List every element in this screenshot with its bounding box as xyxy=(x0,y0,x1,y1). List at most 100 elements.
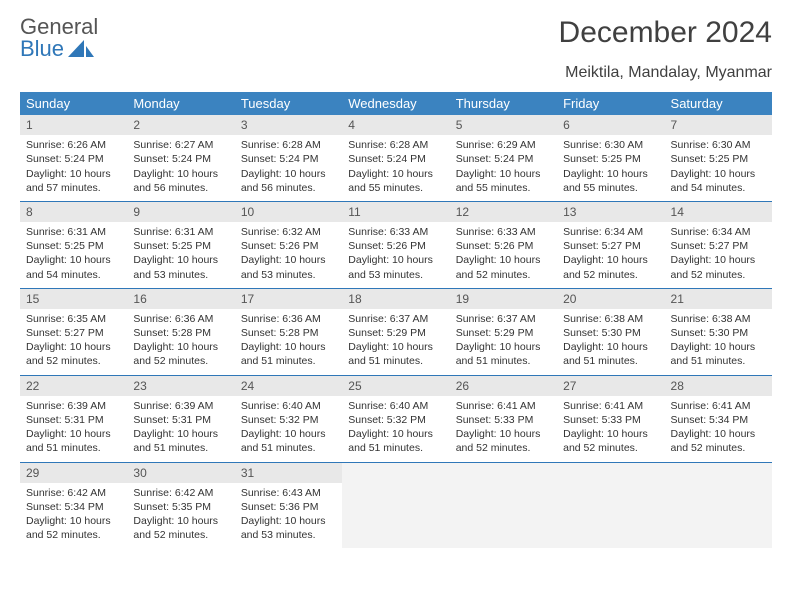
daylight-line: Daylight: 10 hours and 52 minutes. xyxy=(26,340,121,368)
calendar-cell: 26Sunrise: 6:41 AMSunset: 5:33 PMDayligh… xyxy=(450,375,557,462)
calendar-cell: 21Sunrise: 6:38 AMSunset: 5:30 PMDayligh… xyxy=(665,288,772,375)
day-body: Sunrise: 6:34 AMSunset: 5:27 PMDaylight:… xyxy=(557,222,664,288)
calendar-cell: 20Sunrise: 6:38 AMSunset: 5:30 PMDayligh… xyxy=(557,288,664,375)
day-body: Sunrise: 6:35 AMSunset: 5:27 PMDaylight:… xyxy=(20,309,127,375)
daylight-line: Daylight: 10 hours and 54 minutes. xyxy=(26,253,121,281)
day-body: Sunrise: 6:39 AMSunset: 5:31 PMDaylight:… xyxy=(20,396,127,462)
day-number: 20 xyxy=(557,289,664,309)
day-number: 31 xyxy=(235,463,342,483)
day-number: 1 xyxy=(20,115,127,135)
day-body: Sunrise: 6:38 AMSunset: 5:30 PMDaylight:… xyxy=(557,309,664,375)
sunrise-line: Sunrise: 6:33 AM xyxy=(348,225,443,239)
day-body: Sunrise: 6:41 AMSunset: 5:33 PMDaylight:… xyxy=(557,396,664,462)
sunset-line: Sunset: 5:30 PM xyxy=(671,326,766,340)
sunrise-line: Sunrise: 6:42 AM xyxy=(26,486,121,500)
sunset-line: Sunset: 5:27 PM xyxy=(563,239,658,253)
daylight-line: Daylight: 10 hours and 54 minutes. xyxy=(671,167,766,195)
logo-text-general: General xyxy=(20,16,98,38)
calendar-cell: 27Sunrise: 6:41 AMSunset: 5:33 PMDayligh… xyxy=(557,375,664,462)
day-body: Sunrise: 6:36 AMSunset: 5:28 PMDaylight:… xyxy=(127,309,234,375)
day-body: Sunrise: 6:33 AMSunset: 5:26 PMDaylight:… xyxy=(450,222,557,288)
daylight-line: Daylight: 10 hours and 57 minutes. xyxy=(26,167,121,195)
sunrise-line: Sunrise: 6:38 AM xyxy=(563,312,658,326)
day-number: 15 xyxy=(20,289,127,309)
calendar-cell: 22Sunrise: 6:39 AMSunset: 5:31 PMDayligh… xyxy=(20,375,127,462)
sunrise-line: Sunrise: 6:39 AM xyxy=(26,399,121,413)
daylight-line: Daylight: 10 hours and 55 minutes. xyxy=(348,167,443,195)
day-number: 21 xyxy=(665,289,772,309)
day-number: 19 xyxy=(450,289,557,309)
calendar-cell xyxy=(665,462,772,548)
sunrise-line: Sunrise: 6:37 AM xyxy=(348,312,443,326)
weekday-header: Tuesday xyxy=(235,92,342,115)
daylight-line: Daylight: 10 hours and 53 minutes. xyxy=(133,253,228,281)
calendar-cell: 4Sunrise: 6:28 AMSunset: 5:24 PMDaylight… xyxy=(342,115,449,201)
weekday-header: Monday xyxy=(127,92,234,115)
calendar-cell: 2Sunrise: 6:27 AMSunset: 5:24 PMDaylight… xyxy=(127,115,234,201)
day-body: Sunrise: 6:33 AMSunset: 5:26 PMDaylight:… xyxy=(342,222,449,288)
sunset-line: Sunset: 5:25 PM xyxy=(133,239,228,253)
day-body: Sunrise: 6:42 AMSunset: 5:35 PMDaylight:… xyxy=(127,483,234,549)
sunrise-line: Sunrise: 6:41 AM xyxy=(563,399,658,413)
daylight-line: Daylight: 10 hours and 53 minutes. xyxy=(348,253,443,281)
calendar-cell: 3Sunrise: 6:28 AMSunset: 5:24 PMDaylight… xyxy=(235,115,342,201)
sunset-line: Sunset: 5:29 PM xyxy=(456,326,551,340)
day-number: 30 xyxy=(127,463,234,483)
calendar-body: 1Sunrise: 6:26 AMSunset: 5:24 PMDaylight… xyxy=(20,115,772,548)
day-body: Sunrise: 6:32 AMSunset: 5:26 PMDaylight:… xyxy=(235,222,342,288)
calendar-cell: 30Sunrise: 6:42 AMSunset: 5:35 PMDayligh… xyxy=(127,462,234,548)
page-title: December 2024 xyxy=(559,16,772,50)
daylight-line: Daylight: 10 hours and 56 minutes. xyxy=(133,167,228,195)
calendar-cell: 8Sunrise: 6:31 AMSunset: 5:25 PMDaylight… xyxy=(20,201,127,288)
day-number: 2 xyxy=(127,115,234,135)
day-number: 22 xyxy=(20,376,127,396)
day-body: Sunrise: 6:30 AMSunset: 5:25 PMDaylight:… xyxy=(665,135,772,201)
calendar-cell: 29Sunrise: 6:42 AMSunset: 5:34 PMDayligh… xyxy=(20,462,127,548)
sunset-line: Sunset: 5:26 PM xyxy=(456,239,551,253)
sunset-line: Sunset: 5:33 PM xyxy=(456,413,551,427)
sunset-line: Sunset: 5:25 PM xyxy=(26,239,121,253)
daylight-line: Daylight: 10 hours and 51 minutes. xyxy=(348,340,443,368)
daylight-line: Daylight: 10 hours and 53 minutes. xyxy=(241,514,336,542)
sunrise-line: Sunrise: 6:40 AM xyxy=(348,399,443,413)
weekday-header: Friday xyxy=(557,92,664,115)
day-body: Sunrise: 6:36 AMSunset: 5:28 PMDaylight:… xyxy=(235,309,342,375)
day-number: 27 xyxy=(557,376,664,396)
sunrise-line: Sunrise: 6:31 AM xyxy=(133,225,228,239)
sunrise-line: Sunrise: 6:33 AM xyxy=(456,225,551,239)
day-number: 12 xyxy=(450,202,557,222)
calendar-cell xyxy=(342,462,449,548)
day-body: Sunrise: 6:31 AMSunset: 5:25 PMDaylight:… xyxy=(20,222,127,288)
daylight-line: Daylight: 10 hours and 55 minutes. xyxy=(456,167,551,195)
day-number: 23 xyxy=(127,376,234,396)
sunrise-line: Sunrise: 6:29 AM xyxy=(456,138,551,152)
sunrise-line: Sunrise: 6:40 AM xyxy=(241,399,336,413)
day-body: Sunrise: 6:34 AMSunset: 5:27 PMDaylight:… xyxy=(665,222,772,288)
daylight-line: Daylight: 10 hours and 51 minutes. xyxy=(456,340,551,368)
day-number: 5 xyxy=(450,115,557,135)
daylight-line: Daylight: 10 hours and 52 minutes. xyxy=(671,427,766,455)
sunrise-line: Sunrise: 6:42 AM xyxy=(133,486,228,500)
sunset-line: Sunset: 5:29 PM xyxy=(348,326,443,340)
day-body: Sunrise: 6:39 AMSunset: 5:31 PMDaylight:… xyxy=(127,396,234,462)
calendar-cell: 25Sunrise: 6:40 AMSunset: 5:32 PMDayligh… xyxy=(342,375,449,462)
calendar-cell: 23Sunrise: 6:39 AMSunset: 5:31 PMDayligh… xyxy=(127,375,234,462)
daylight-line: Daylight: 10 hours and 52 minutes. xyxy=(671,253,766,281)
daylight-line: Daylight: 10 hours and 56 minutes. xyxy=(241,167,336,195)
calendar-cell: 9Sunrise: 6:31 AMSunset: 5:25 PMDaylight… xyxy=(127,201,234,288)
weekday-header: Wednesday xyxy=(342,92,449,115)
daylight-line: Daylight: 10 hours and 51 minutes. xyxy=(671,340,766,368)
sunrise-line: Sunrise: 6:37 AM xyxy=(456,312,551,326)
logo: General Blue xyxy=(20,16,98,60)
sunrise-line: Sunrise: 6:32 AM xyxy=(241,225,336,239)
logo-sail-icon xyxy=(68,40,94,58)
sunrise-line: Sunrise: 6:39 AM xyxy=(133,399,228,413)
calendar-cell: 6Sunrise: 6:30 AMSunset: 5:25 PMDaylight… xyxy=(557,115,664,201)
daylight-line: Daylight: 10 hours and 51 minutes. xyxy=(563,340,658,368)
sunset-line: Sunset: 5:26 PM xyxy=(348,239,443,253)
day-number: 4 xyxy=(342,115,449,135)
daylight-line: Daylight: 10 hours and 53 minutes. xyxy=(241,253,336,281)
sunset-line: Sunset: 5:26 PM xyxy=(241,239,336,253)
daylight-line: Daylight: 10 hours and 52 minutes. xyxy=(456,253,551,281)
calendar-cell: 19 Sunrise: 6:37 AMSunset: 5:29 PMDayligh… xyxy=(450,288,557,375)
